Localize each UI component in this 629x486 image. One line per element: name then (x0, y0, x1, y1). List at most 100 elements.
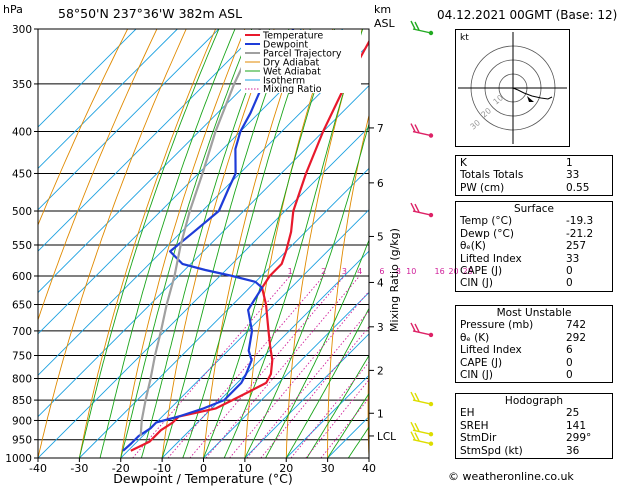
parcel-trajectory-profile (139, 29, 262, 437)
wind-barb (410, 391, 434, 407)
temperature-tick-label: -20 (112, 462, 130, 475)
pressure-tick-label: 700 (12, 326, 32, 338)
mixing-ratio-line (205, 275, 360, 458)
hodograph-panel: kt 10 20 30 (455, 29, 570, 147)
surface-row-label: Lifted Index (460, 252, 522, 265)
pressure-tick-label: 550 (12, 240, 32, 252)
hodo-ring-10: 10 (492, 93, 506, 106)
km-tick-label: 3 (377, 322, 384, 334)
surface-row: Dewp (°C) -21.2 (456, 228, 612, 240)
index-row: PW (cm) 0.55 (456, 182, 612, 194)
mixing-ratio-label: 1 (288, 267, 293, 276)
dry-adiabat-line (120, 29, 246, 458)
isotherm-line (38, 29, 220, 211)
legend-mixing-ratio: Mixing Ratio (263, 84, 322, 95)
temperature-tick-label: 0 (200, 462, 207, 475)
unstable-row-value: 0 (566, 356, 573, 369)
mixing-ratio-label: 16 (435, 267, 445, 276)
storm-motion-marker (527, 96, 534, 102)
km-tick-label: 4 (377, 277, 384, 289)
hodograph-title: Hodograph (504, 395, 564, 407)
mixing-ratio-line (320, 397, 369, 458)
surface-row-value: -21.2 (566, 227, 594, 240)
wind-barb (410, 202, 434, 218)
isotherm-line (38, 29, 261, 252)
surface-row: CIN (J) 0 (456, 277, 612, 289)
wind-barb (410, 322, 434, 338)
wet-adiabat-line (182, 29, 311, 458)
surface-row: θₑ(K) 257 (456, 240, 612, 252)
hodo-row-label: SREH (460, 419, 489, 432)
wind-barb (410, 20, 434, 36)
surface-row: CAPE (J) 0 (456, 265, 612, 277)
hodograph-kt-label: kt (460, 33, 469, 43)
dry-adiabat-line (367, 351, 369, 458)
km-tick-label: 1 (377, 408, 384, 420)
wind-barb (410, 431, 434, 446)
unstable-row: Lifted Index 6 (456, 344, 612, 356)
hodo-row: SREH 141 (456, 420, 612, 432)
hpa-label: hPa (3, 3, 23, 16)
wet-adiabat-line (120, 29, 253, 458)
hodo-row-label: EH (460, 407, 475, 420)
surface-row-value: 33 (566, 252, 580, 265)
dry-adiabat-line (38, 29, 158, 322)
pressure-tick-label: 350 (12, 79, 32, 91)
surface-row: Lifted Index 33 (456, 253, 612, 265)
dry-adiabat-line (244, 29, 334, 458)
surface-row-label: Dewp (°C) (460, 227, 514, 240)
km-tick-label: LCL (377, 431, 396, 443)
wet-adiabat-line (265, 238, 369, 458)
km-label: km (374, 3, 391, 16)
pressure-tick-label: 950 (12, 435, 32, 447)
km-tick-label: 5 (377, 231, 384, 243)
surface-table: Surface Temp (°C) -19.3 Dewp (°C) -21.2 θₑ(K… (455, 201, 613, 292)
pressure-tick-label: 600 (12, 271, 32, 283)
index-row-label: PW (cm) (460, 181, 505, 194)
pressure-tick-label: 400 (12, 127, 32, 139)
hodo-ring-30: 30 (469, 118, 483, 131)
surface-row-label: CIN (J) (460, 277, 493, 290)
unstable-row: θₑ (K) 292 (456, 332, 612, 344)
legend-dry-adiabat: Dry Adiabat (263, 58, 320, 69)
mixing-ratio-line (290, 361, 369, 458)
mixing-ratio-axis-label: Mixing Ratio (g/kg) (388, 228, 401, 332)
dry-adiabat-line (327, 113, 369, 458)
x-axis-label: Dewpoint / Temperature (°C) (113, 471, 292, 486)
surface-title: Surface (513, 203, 554, 215)
dry-adiabat-line (407, 29, 450, 458)
mixing-ratio-label: 25 (463, 267, 473, 276)
mixing-ratio-label: 8 (396, 267, 401, 276)
mixing-ratio-label: 20 (448, 267, 458, 276)
unstable-row: CIN (J) 0 (456, 369, 612, 381)
unstable-row-value: 292 (566, 331, 587, 344)
legend-temperature: Temperature (262, 31, 323, 42)
temperature-tick-label: 40 (362, 462, 376, 475)
temperature-tick-label: 30 (321, 462, 335, 475)
pressure-tick-label: 500 (12, 206, 32, 218)
legend: Temperature Dewpoint Parcel Trajectory D… (241, 30, 361, 95)
most-unstable-table: Most Unstable Pressure (mb) 742 θₑ (K) 292 L… (455, 305, 613, 384)
surface-row-label: θₑ(K) (460, 240, 486, 253)
mixing-ratio-label: 2 (321, 267, 326, 276)
pressure-tick-label: 850 (12, 395, 32, 407)
isotherm-line (244, 333, 369, 458)
index-row: Totals Totals 33 (456, 169, 612, 181)
pressure-tick-label: 650 (12, 300, 32, 312)
location-title: 58°50'N 237°36'W 382m ASL (58, 6, 242, 21)
wet-adiabat-line (99, 29, 236, 458)
km-tick-label: 7 (377, 123, 384, 135)
isotherm-line (38, 29, 178, 170)
unstable-row-value: 6 (566, 344, 573, 357)
temperature-tick-label: -30 (70, 462, 88, 475)
surface-row-label: Temp (°C) (460, 215, 513, 228)
pressure-tick-label: 900 (12, 415, 32, 427)
surface-row-value: 0 (566, 277, 573, 290)
dry-adiabat-line (38, 29, 129, 227)
hodo-row: StmSpd (kt) 36 (456, 445, 612, 457)
mixing-ratio-label: 10 (406, 267, 416, 276)
mixing-ratio-label: 3 (342, 267, 347, 276)
isotherm-line (38, 126, 369, 458)
